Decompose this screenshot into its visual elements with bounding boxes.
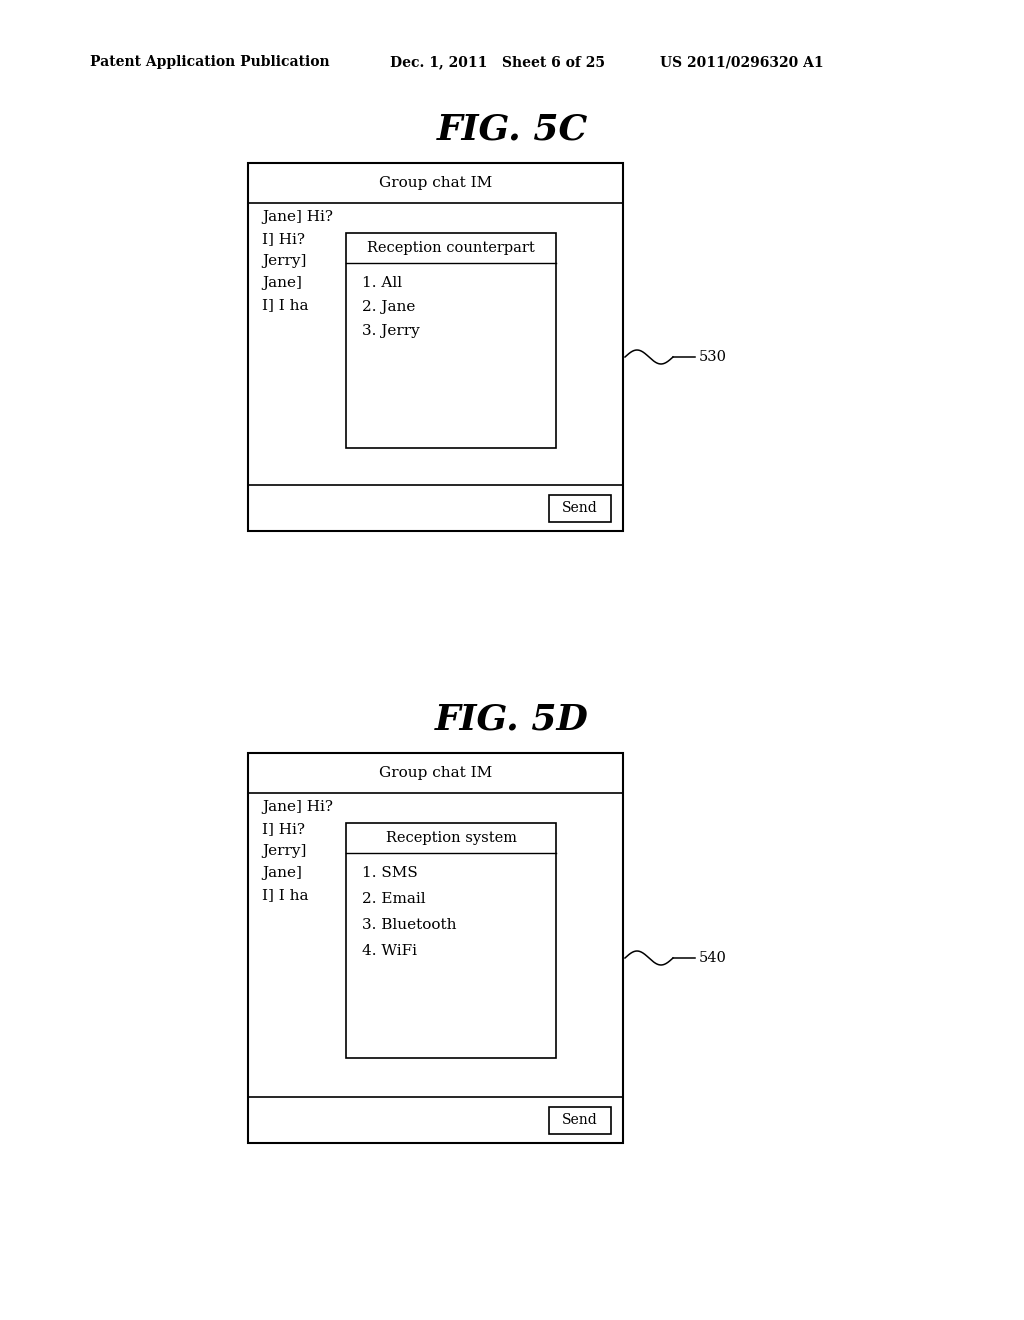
Bar <box>549 1106 611 1134</box>
Text: I] I ha: I] I ha <box>262 888 308 902</box>
Text: FIG. 5D: FIG. 5D <box>435 704 589 737</box>
Text: Reception system: Reception system <box>385 832 516 845</box>
Text: I] I ha: I] I ha <box>262 298 308 312</box>
Bar <box>248 162 623 531</box>
Text: Jerry]: Jerry] <box>262 253 306 268</box>
Text: 1. SMS: 1. SMS <box>362 866 418 880</box>
Text: Group chat IM: Group chat IM <box>379 766 493 780</box>
Bar <box>346 234 556 447</box>
Text: 2. Jane: 2. Jane <box>362 300 416 314</box>
Text: Group chat IM: Group chat IM <box>379 176 493 190</box>
Text: Jane]: Jane] <box>262 866 302 880</box>
Text: Jerry]: Jerry] <box>262 843 306 858</box>
Text: US 2011/0296320 A1: US 2011/0296320 A1 <box>660 55 823 69</box>
Text: Jane] Hi?: Jane] Hi? <box>262 800 333 814</box>
Text: Dec. 1, 2011   Sheet 6 of 25: Dec. 1, 2011 Sheet 6 of 25 <box>390 55 605 69</box>
Text: Patent Application Publication: Patent Application Publication <box>90 55 330 69</box>
Text: 540: 540 <box>699 950 727 965</box>
Text: 4. WiFi: 4. WiFi <box>362 944 417 958</box>
Text: 3. Jerry: 3. Jerry <box>362 323 420 338</box>
Text: Send: Send <box>562 1113 598 1127</box>
Text: 2. Email: 2. Email <box>362 892 426 906</box>
Text: I] Hi?: I] Hi? <box>262 232 305 246</box>
Text: Reception counterpart: Reception counterpart <box>368 242 535 255</box>
Bar <box>549 495 611 521</box>
Text: 3. Bluetooth: 3. Bluetooth <box>362 917 457 932</box>
Text: Send: Send <box>562 502 598 515</box>
Text: I] Hi?: I] Hi? <box>262 822 305 836</box>
Text: Jane]: Jane] <box>262 276 302 290</box>
Text: 1. All: 1. All <box>362 276 402 290</box>
Text: Jane] Hi?: Jane] Hi? <box>262 210 333 224</box>
Bar <box>248 752 623 1143</box>
Text: FIG. 5C: FIG. 5C <box>436 114 588 147</box>
Bar <box>346 822 556 1059</box>
Text: 530: 530 <box>699 350 727 364</box>
